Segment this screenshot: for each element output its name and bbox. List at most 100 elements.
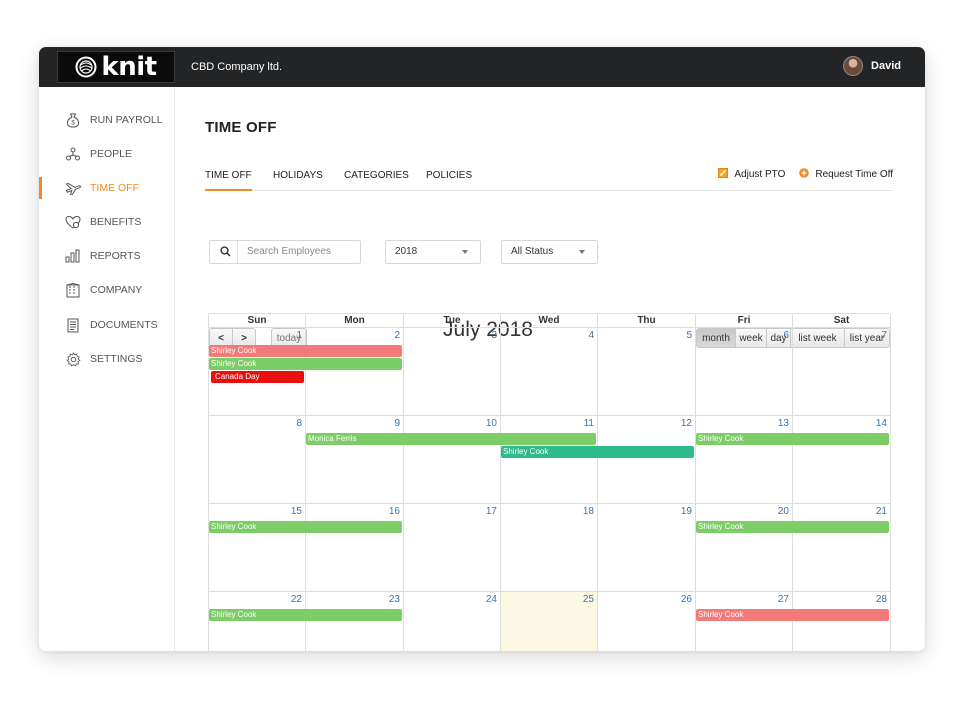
- calendar-title: July 2018: [443, 318, 533, 341]
- day-number[interactable]: 22: [290, 594, 302, 605]
- calendar-day-cell[interactable]: 16: [306, 504, 404, 592]
- adjust-pto-button[interactable]: Adjust PTO: [718, 168, 785, 181]
- day-number[interactable]: 26: [680, 594, 692, 605]
- tab-categories[interactable]: CATEGORIES: [344, 170, 409, 181]
- calendar-day-cell[interactable]: 7: [793, 328, 891, 416]
- sidebar-item-settings[interactable]: SETTINGS: [39, 348, 175, 370]
- day-number[interactable]: 12: [680, 418, 692, 429]
- sidebar-item-people[interactable]: PEOPLE: [39, 143, 175, 165]
- calendar-day-cell[interactable]: 5: [598, 328, 696, 416]
- calendar-day-cell[interactable]: 17: [404, 504, 501, 592]
- chevron-down-icon: [462, 250, 468, 254]
- calendar-day-cell[interactable]: 11: [501, 416, 598, 504]
- year-select[interactable]: 2018: [385, 240, 481, 264]
- view-month-button[interactable]: month: [696, 328, 736, 348]
- day-number[interactable]: 3: [491, 330, 497, 341]
- calendar-day-cell[interactable]: 28: [793, 592, 891, 651]
- calendar-day-cell[interactable]: 1: [209, 328, 306, 416]
- calendar-day-cell[interactable]: 19: [598, 504, 696, 592]
- calendar-day-cell[interactable]: 23: [306, 592, 404, 651]
- sidebar-item-benefits[interactable]: BENEFITS: [39, 211, 175, 233]
- day-number[interactable]: 11: [583, 418, 594, 429]
- calendar-day-cell[interactable]: 10: [404, 416, 501, 504]
- search-input[interactable]: Search Employees: [247, 246, 331, 257]
- day-number[interactable]: 18: [582, 506, 594, 517]
- sidebar-item-documents[interactable]: DOCUMENTS: [39, 314, 175, 336]
- view-list-year-button[interactable]: list year: [844, 328, 890, 348]
- calendar-day-cell[interactable]: 9: [306, 416, 404, 504]
- calendar-day-cell[interactable]: 14: [793, 416, 891, 504]
- search-employees-field[interactable]: Search Employees: [209, 240, 361, 264]
- day-number[interactable]: 14: [875, 418, 887, 429]
- time-off-event[interactable]: Shirley Cook: [696, 521, 889, 533]
- calendar-day-cell[interactable]: 12: [598, 416, 696, 504]
- day-number[interactable]: 23: [388, 594, 400, 605]
- calendar-day-cell[interactable]: 8: [209, 416, 306, 504]
- calendar-day-cell[interactable]: 18: [501, 504, 598, 592]
- day-number[interactable]: 8: [296, 418, 302, 429]
- day-number[interactable]: 28: [875, 594, 887, 605]
- time-off-event[interactable]: Shirley Cook: [209, 521, 402, 533]
- calendar-day-cell[interactable]: 26: [598, 592, 696, 651]
- sidebar-item-label: REPORTS: [90, 250, 141, 262]
- day-number[interactable]: 13: [777, 418, 789, 429]
- today-button[interactable]: today: [271, 328, 307, 348]
- calendar-day-cell[interactable]: 24: [404, 592, 501, 651]
- calendar-day-cell[interactable]: 2: [306, 328, 404, 416]
- day-number[interactable]: 17: [485, 506, 497, 517]
- day-number[interactable]: 21: [875, 506, 887, 517]
- calendar-day-cell[interactable]: 27: [696, 592, 793, 651]
- time-off-event[interactable]: Monica Ferris: [306, 433, 596, 445]
- day-number[interactable]: 9: [394, 418, 400, 429]
- time-off-event[interactable]: Shirley Cook: [696, 433, 889, 445]
- time-off-event[interactable]: Shirley Cook: [696, 609, 889, 621]
- day-number[interactable]: 25: [582, 594, 594, 605]
- sidebar-item-label: PEOPLE: [90, 148, 133, 160]
- day-of-week-header: Sun: [209, 314, 306, 328]
- calendar-day-cell[interactable]: 3: [404, 328, 501, 416]
- sidebar-item-company[interactable]: COMPANY: [39, 279, 175, 301]
- day-number[interactable]: 5: [686, 330, 692, 341]
- app-window: knit CBD Company ltd. David $ RUN PAYROL…: [39, 47, 925, 651]
- calendar-day-cell[interactable]: 25: [501, 592, 598, 651]
- day-number[interactable]: 7: [881, 330, 887, 341]
- time-off-event[interactable]: Shirley Cook: [209, 609, 402, 621]
- sidebar-item-reports[interactable]: REPORTS: [39, 245, 175, 267]
- money-bag-icon: $: [65, 112, 81, 128]
- edit-icon: [718, 168, 729, 181]
- day-number[interactable]: 6: [783, 330, 789, 341]
- view-button-label: month: [702, 332, 730, 344]
- day-number[interactable]: 2: [394, 330, 400, 341]
- knit-logo[interactable]: knit: [57, 51, 175, 83]
- day-number[interactable]: 24: [485, 594, 497, 605]
- company-name[interactable]: CBD Company ltd.: [191, 61, 283, 73]
- day-number[interactable]: 20: [777, 506, 789, 517]
- calendar-day-cell[interactable]: 20: [696, 504, 793, 592]
- sidebar-item-run-payroll[interactable]: $ RUN PAYROLL: [39, 109, 175, 131]
- day-number[interactable]: 27: [777, 594, 789, 605]
- day-number[interactable]: 1: [296, 330, 302, 341]
- day-number[interactable]: 19: [680, 506, 692, 517]
- day-number[interactable]: 4: [588, 330, 594, 341]
- calendar-day-cell[interactable]: 4: [501, 328, 598, 416]
- day-number[interactable]: 15: [290, 506, 302, 517]
- day-number[interactable]: 16: [388, 506, 400, 517]
- calendar-day-cell[interactable]: 6: [696, 328, 793, 416]
- calendar-day-cell[interactable]: 13: [696, 416, 793, 504]
- request-time-off-button[interactable]: Request Time Off: [799, 168, 893, 181]
- sidebar-item-time-off[interactable]: TIME OFF: [39, 177, 175, 199]
- tab-policies[interactable]: POLICIES: [426, 170, 473, 181]
- search-icon: [220, 246, 231, 260]
- calendar-day-cell[interactable]: 22: [209, 592, 306, 651]
- time-off-event[interactable]: Shirley Cook: [501, 446, 694, 458]
- user-menu[interactable]: David: [843, 56, 901, 76]
- calendar-day-cell[interactable]: 15: [209, 504, 306, 592]
- time-off-event[interactable]: Shirley Cook: [209, 345, 402, 357]
- time-off-event[interactable]: Shirley Cook: [209, 358, 402, 370]
- day-number[interactable]: 10: [485, 418, 497, 429]
- calendar-day-cell[interactable]: 21: [793, 504, 891, 592]
- tab-time-off[interactable]: TIME OFF: [205, 170, 252, 191]
- time-off-event[interactable]: Canada Day: [211, 371, 304, 383]
- tab-holidays[interactable]: HOLIDAYS: [273, 170, 323, 181]
- status-select[interactable]: All Status: [501, 240, 598, 264]
